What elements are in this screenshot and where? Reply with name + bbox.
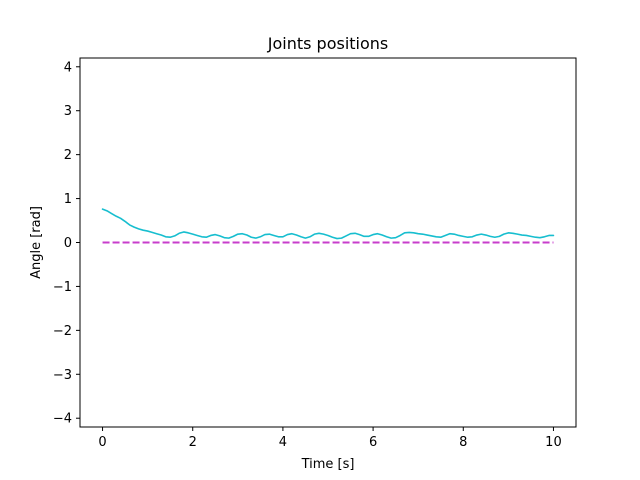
x-tick-label: 0 xyxy=(98,435,106,450)
y-tick-label: 1 xyxy=(64,192,72,207)
y-tick-label: 3 xyxy=(64,104,72,119)
x-tick-label: 10 xyxy=(545,435,562,450)
chart-title: Joints positions xyxy=(267,34,389,53)
y-axis-label: Angle [rad] xyxy=(29,206,44,279)
y-tick-label: 2 xyxy=(64,148,72,163)
y-tick-label: −1 xyxy=(53,280,72,295)
x-ticks: 0 2 4 6 8 10 xyxy=(98,427,562,450)
y-ticks: 4 3 2 1 0 −1 −2 −3 −4 xyxy=(53,60,80,427)
y-tick-label: 4 xyxy=(64,60,72,75)
x-tick-label: 2 xyxy=(189,435,197,450)
x-axis-label: Time [s] xyxy=(301,457,355,472)
series-line-1 xyxy=(101,208,555,240)
x-tick-label: 6 xyxy=(369,435,377,450)
y-tick-label: −4 xyxy=(53,412,72,427)
y-tick-label: −3 xyxy=(53,368,72,383)
x-tick-label: 4 xyxy=(279,435,287,450)
series-layer xyxy=(101,208,555,244)
x-tick-label: 8 xyxy=(459,435,467,450)
y-tick-label: 0 xyxy=(64,236,72,251)
y-tick-label: −2 xyxy=(53,324,72,339)
